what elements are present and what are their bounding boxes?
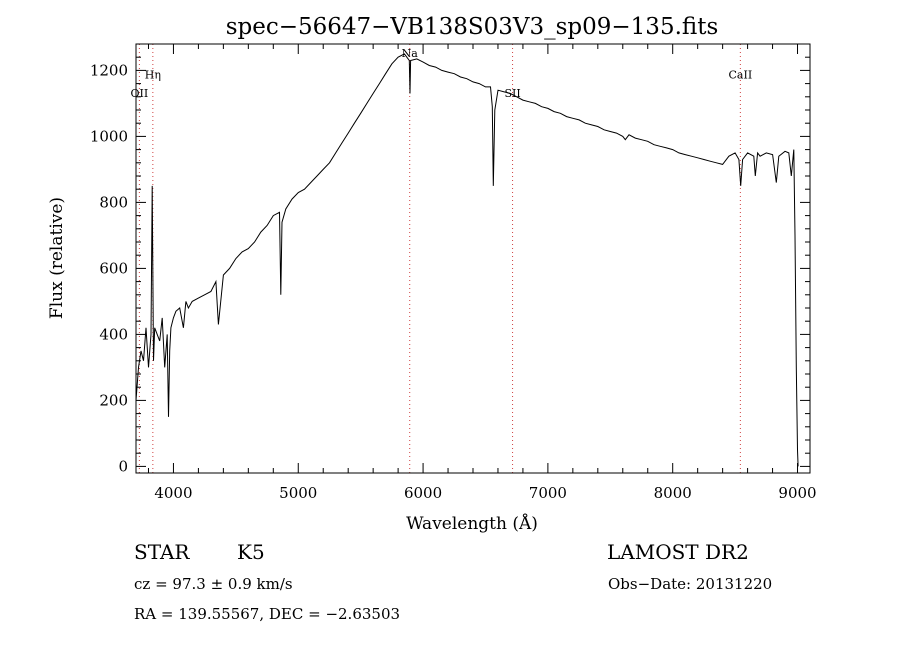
- spectral-line-label: OII: [131, 87, 149, 100]
- x-tick-label: 6000: [404, 484, 442, 502]
- obs-date: Obs−Date: 20131220: [608, 575, 772, 593]
- redshift-value: cz = 97.3 ± 0.9 km/s: [134, 575, 293, 593]
- survey-name: LAMOST DR2: [607, 540, 749, 564]
- spectrum-line: [135, 53, 799, 467]
- chart-title: spec−56647−VB138S03V3_sp09−135.fits: [226, 14, 719, 40]
- spectral-line-label: CaII: [729, 69, 753, 82]
- x-tick-label: 7000: [529, 484, 567, 502]
- x-tick-label: 4000: [154, 484, 192, 502]
- spectral-line-markers: [138, 44, 741, 473]
- x-tick-label: 9000: [778, 484, 816, 502]
- y-tick-label: 200: [99, 391, 128, 409]
- x-tick-label: 5000: [279, 484, 317, 502]
- axis-ticks: [136, 44, 810, 473]
- spectral-line-label: Na: [402, 47, 419, 60]
- y-tick-label: 1000: [90, 127, 128, 145]
- y-tick-label: 800: [99, 193, 128, 211]
- object-type: STAR: [134, 540, 190, 564]
- x-axis-label: Wavelength (Å): [406, 513, 538, 534]
- spectral-subclass: K5: [237, 540, 265, 564]
- y-tick-label: 600: [99, 259, 128, 277]
- axis-tick-labels: 4000 5000 6000 7000 8000 9000 0 200 400 600 800 100…: [90, 61, 817, 502]
- coordinates: RA = 139.55567, DEC = −2.63503: [134, 605, 400, 623]
- y-tick-label: 1200: [90, 61, 128, 79]
- spectral-line-label: Hη: [145, 69, 161, 82]
- y-tick-label: 0: [118, 457, 128, 475]
- y-tick-label: 400: [99, 325, 128, 343]
- plot-frame: [135, 43, 811, 474]
- x-tick-label: 8000: [654, 484, 692, 502]
- y-axis-label: Flux (relative): [47, 197, 67, 319]
